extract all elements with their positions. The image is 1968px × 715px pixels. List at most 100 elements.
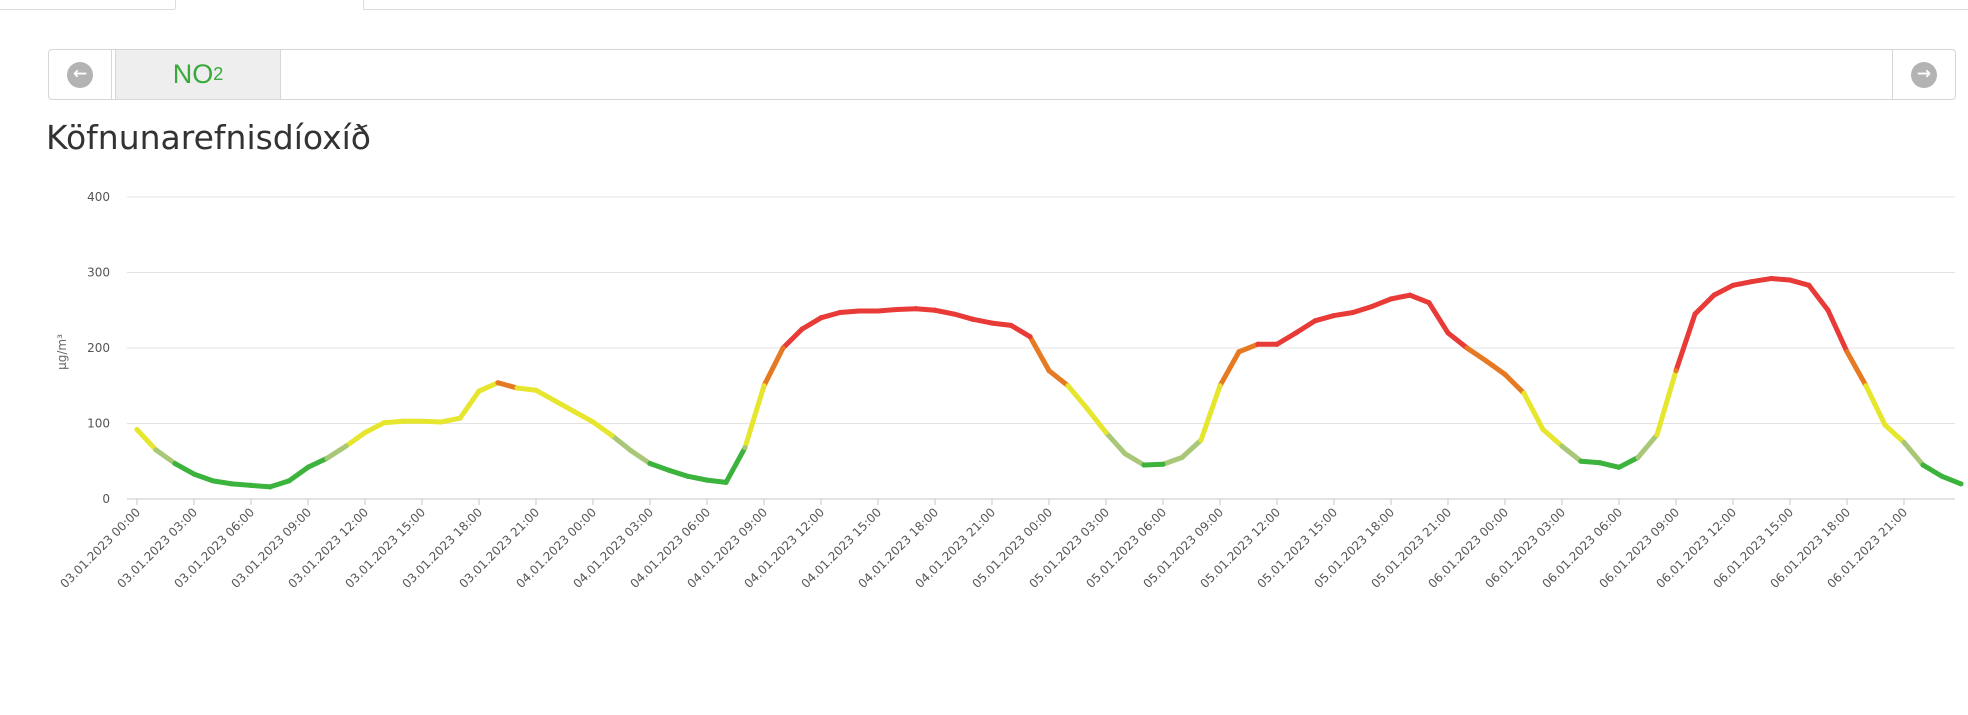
data-point[interactable] xyxy=(894,306,900,312)
data-point[interactable] xyxy=(571,408,577,414)
data-point[interactable] xyxy=(1293,330,1299,336)
data-point[interactable] xyxy=(932,307,938,313)
data-point[interactable] xyxy=(1046,368,1052,374)
data-point[interactable] xyxy=(381,420,387,426)
data-point[interactable] xyxy=(305,464,311,470)
data-point[interactable] xyxy=(1521,390,1527,396)
data-point[interactable] xyxy=(1711,292,1717,298)
data-point[interactable] xyxy=(1426,300,1432,306)
data-point[interactable] xyxy=(1920,462,1926,468)
data-point[interactable] xyxy=(1635,454,1641,460)
data-point[interactable] xyxy=(514,385,520,391)
data-point[interactable] xyxy=(1730,282,1736,288)
data-point[interactable] xyxy=(552,398,558,404)
data-point[interactable] xyxy=(1654,432,1660,438)
data-point[interactable] xyxy=(704,477,710,483)
data-point[interactable] xyxy=(742,445,748,451)
data-point[interactable] xyxy=(1616,464,1622,470)
data-point[interactable] xyxy=(1806,282,1812,288)
data-point[interactable] xyxy=(153,447,159,453)
data-point[interactable] xyxy=(1103,430,1109,436)
data-point[interactable] xyxy=(1141,462,1147,468)
data-point[interactable] xyxy=(1673,368,1679,374)
data-point[interactable] xyxy=(324,455,330,461)
data-point[interactable] xyxy=(533,387,539,393)
data-point[interactable] xyxy=(1559,443,1565,449)
data-point[interactable] xyxy=(1198,437,1204,443)
data-point[interactable] xyxy=(1388,296,1394,302)
data-point[interactable] xyxy=(1445,330,1451,336)
data-point[interactable] xyxy=(1236,349,1242,355)
data-point[interactable] xyxy=(229,481,235,487)
active-tab[interactable] xyxy=(175,0,364,9)
pollutant-tab-no2[interactable]: NO 2 xyxy=(115,50,281,99)
data-point[interactable] xyxy=(1027,334,1033,340)
data-point[interactable] xyxy=(1958,481,1964,487)
data-point[interactable] xyxy=(1882,422,1888,428)
data-point[interactable] xyxy=(1407,292,1413,298)
data-point[interactable] xyxy=(989,320,995,326)
data-point[interactable] xyxy=(134,427,140,433)
data-point[interactable] xyxy=(419,418,425,424)
data-point[interactable] xyxy=(666,467,672,473)
data-point[interactable] xyxy=(1160,461,1166,467)
data-point[interactable] xyxy=(191,471,197,477)
data-point[interactable] xyxy=(267,484,273,490)
data-point[interactable] xyxy=(1179,454,1185,460)
data-point[interactable] xyxy=(495,380,501,386)
data-point[interactable] xyxy=(1350,310,1356,316)
data-point[interactable] xyxy=(685,473,691,479)
data-point[interactable] xyxy=(647,461,653,467)
data-point[interactable] xyxy=(856,308,862,314)
data-point[interactable] xyxy=(818,315,824,321)
data-point[interactable] xyxy=(1540,427,1546,433)
data-point[interactable] xyxy=(628,448,634,454)
data-point[interactable] xyxy=(1502,371,1508,377)
data-point[interactable] xyxy=(1255,341,1261,347)
data-point[interactable] xyxy=(1768,276,1774,282)
data-point[interactable] xyxy=(286,478,292,484)
data-point[interactable] xyxy=(1692,311,1698,317)
data-point[interactable] xyxy=(476,388,482,394)
data-point[interactable] xyxy=(1749,279,1755,285)
data-point[interactable] xyxy=(1122,451,1128,457)
data-point[interactable] xyxy=(1274,341,1280,347)
data-point[interactable] xyxy=(1901,439,1907,445)
data-point[interactable] xyxy=(172,461,178,467)
next-pollutant-button[interactable]: → xyxy=(1892,50,1955,99)
data-point[interactable] xyxy=(590,419,596,425)
data-point[interactable] xyxy=(343,443,349,449)
data-point[interactable] xyxy=(837,310,843,316)
data-point[interactable] xyxy=(1464,345,1470,351)
data-point[interactable] xyxy=(609,433,615,439)
data-point[interactable] xyxy=(1331,313,1337,319)
data-point[interactable] xyxy=(438,419,444,425)
data-point[interactable] xyxy=(1217,383,1223,389)
data-point[interactable] xyxy=(1597,460,1603,466)
data-point[interactable] xyxy=(248,482,254,488)
data-point[interactable] xyxy=(799,326,805,332)
data-point[interactable] xyxy=(1008,322,1014,328)
data-point[interactable] xyxy=(400,418,406,424)
data-point[interactable] xyxy=(913,306,919,312)
data-point[interactable] xyxy=(1863,383,1869,389)
data-point[interactable] xyxy=(780,345,786,351)
data-point[interactable] xyxy=(210,478,216,484)
data-point[interactable] xyxy=(761,383,767,389)
data-point[interactable] xyxy=(1939,473,1945,479)
data-point[interactable] xyxy=(457,415,463,421)
data-point[interactable] xyxy=(1369,303,1375,309)
data-point[interactable] xyxy=(362,430,368,436)
data-point[interactable] xyxy=(1312,318,1318,324)
data-point[interactable] xyxy=(1578,458,1584,464)
data-point[interactable] xyxy=(1825,307,1831,313)
data-point[interactable] xyxy=(970,316,976,322)
data-point[interactable] xyxy=(1844,349,1850,355)
prev-pollutant-button[interactable]: ← xyxy=(49,50,112,99)
data-point[interactable] xyxy=(723,479,729,485)
data-point[interactable] xyxy=(1065,383,1071,389)
data-point[interactable] xyxy=(875,308,881,314)
data-point[interactable] xyxy=(951,311,957,317)
data-point[interactable] xyxy=(1483,358,1489,364)
data-point[interactable] xyxy=(1084,405,1090,411)
